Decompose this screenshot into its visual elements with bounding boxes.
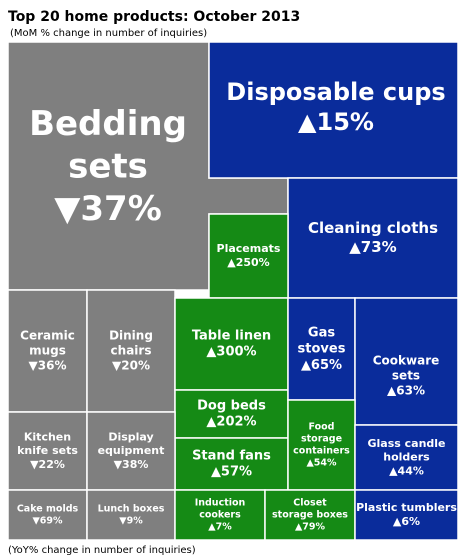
tile-value-label: ▼38% [114,458,149,471]
tile-label: Dining [109,329,153,343]
tile-value-label: ▲79% [295,521,326,532]
tile-value-label: ▲300% [206,345,256,360]
tile-rect [208,41,459,179]
tile-label: mugs [29,344,66,358]
tile-rect [354,424,459,491]
tile-value-label: ▼69% [32,515,63,526]
tile-label: cookers [199,510,241,521]
tile-label: Table linen [192,328,271,343]
tile-rect [7,289,88,413]
tile-rect [287,177,459,299]
tile-label: Gas [308,325,335,340]
tile-rect [7,489,88,541]
tile-label: containers [293,445,350,456]
tile-label: Dog beds [197,398,266,413]
tile-label: sets [392,369,420,383]
tile: Placemats▲250% [208,213,289,299]
tile-label: Placemats [217,242,281,255]
tile-label: Induction [195,498,246,509]
tile-label: holders [383,451,430,464]
tile-rect [86,289,176,413]
chart-subtitle: (MoM % change in number of inquiries) [10,28,207,39]
tile-rect [354,489,459,541]
tile: Lunch boxes▼9% [86,489,176,541]
tile-value-label: ▲44% [389,464,424,477]
tile-label: Kitchen [24,430,71,443]
tile-label: Plastic tumblers [356,501,457,514]
tile-label: Bedding [29,104,187,144]
tile-label: Lunch boxes [98,504,165,515]
tile-value-label: ▼36% [29,359,67,373]
tile-label: chairs [111,344,152,358]
tile-label: Display [108,430,153,443]
tile-value-label: ▼9% [119,515,143,526]
tile-label: Stand fans [192,448,271,463]
tile-rect [86,489,176,541]
tile-label: Cleaning cloths [308,219,438,237]
tile-rect [287,399,356,491]
tile-label: Food [309,422,335,433]
tile-rect [86,411,176,491]
tile-label: Glass candle [367,437,445,450]
tile: Dog beds ▲202% [174,389,289,439]
tile: Table linen ▲300% [174,297,289,391]
tile: Disposable cups▲15% [208,41,459,179]
tile-label: storage boxes [272,510,348,521]
tile-label: knife sets [17,444,78,457]
tile-rect [174,389,289,439]
tile-label: stoves [298,342,346,357]
tile-value-label: ▲202% [206,415,256,430]
tile-rect [174,489,266,541]
tile-label: Cookware [373,354,440,368]
tile-label: Closet [293,498,327,509]
tile: Plastic tumblers▲6% [354,489,459,541]
tile-value-label: ▲63% [387,384,425,398]
tile-value-label: ▲250% [227,256,269,269]
tile-value-label: ▼20% [112,359,150,373]
tile-value-label: ▲57% [211,465,252,480]
tile-value-label: ▼22% [30,458,65,471]
tile-value-label: ▲7% [208,521,232,532]
tile: Cleaning cloths▲73% [287,177,459,299]
tile-value-label: ▲54% [306,457,337,468]
tile: Gas stoves▲65% [287,297,356,401]
tile-label: sets [68,147,148,187]
tile-rect [264,489,356,541]
tile-rect [354,297,459,426]
tile-label: equipment [98,444,165,457]
tile-value-label: ▼37% [54,189,162,229]
tile-label: Disposable cups [226,78,445,106]
tile-rect [208,213,289,299]
tile-value-label: ▲73% [349,238,396,256]
tile: Stand fans ▲57% [174,437,289,491]
tile-rect [287,297,356,401]
chart-note: (YoY% change in number of inquiries) [8,545,196,556]
tile-label: Cake molds [17,504,79,515]
tile-value-label: ▲65% [301,358,342,373]
tile-value-label: ▲15% [298,108,374,136]
chart-title: Top 20 home products: October 2013 [8,9,300,25]
tile-rect [7,411,88,491]
tile: Cake molds▼69% [7,489,88,541]
tile-value-label: ▲6% [393,515,420,528]
tile-rect [174,297,289,391]
tile-label: Ceramic [20,329,75,343]
tile-label: storage [301,434,342,445]
